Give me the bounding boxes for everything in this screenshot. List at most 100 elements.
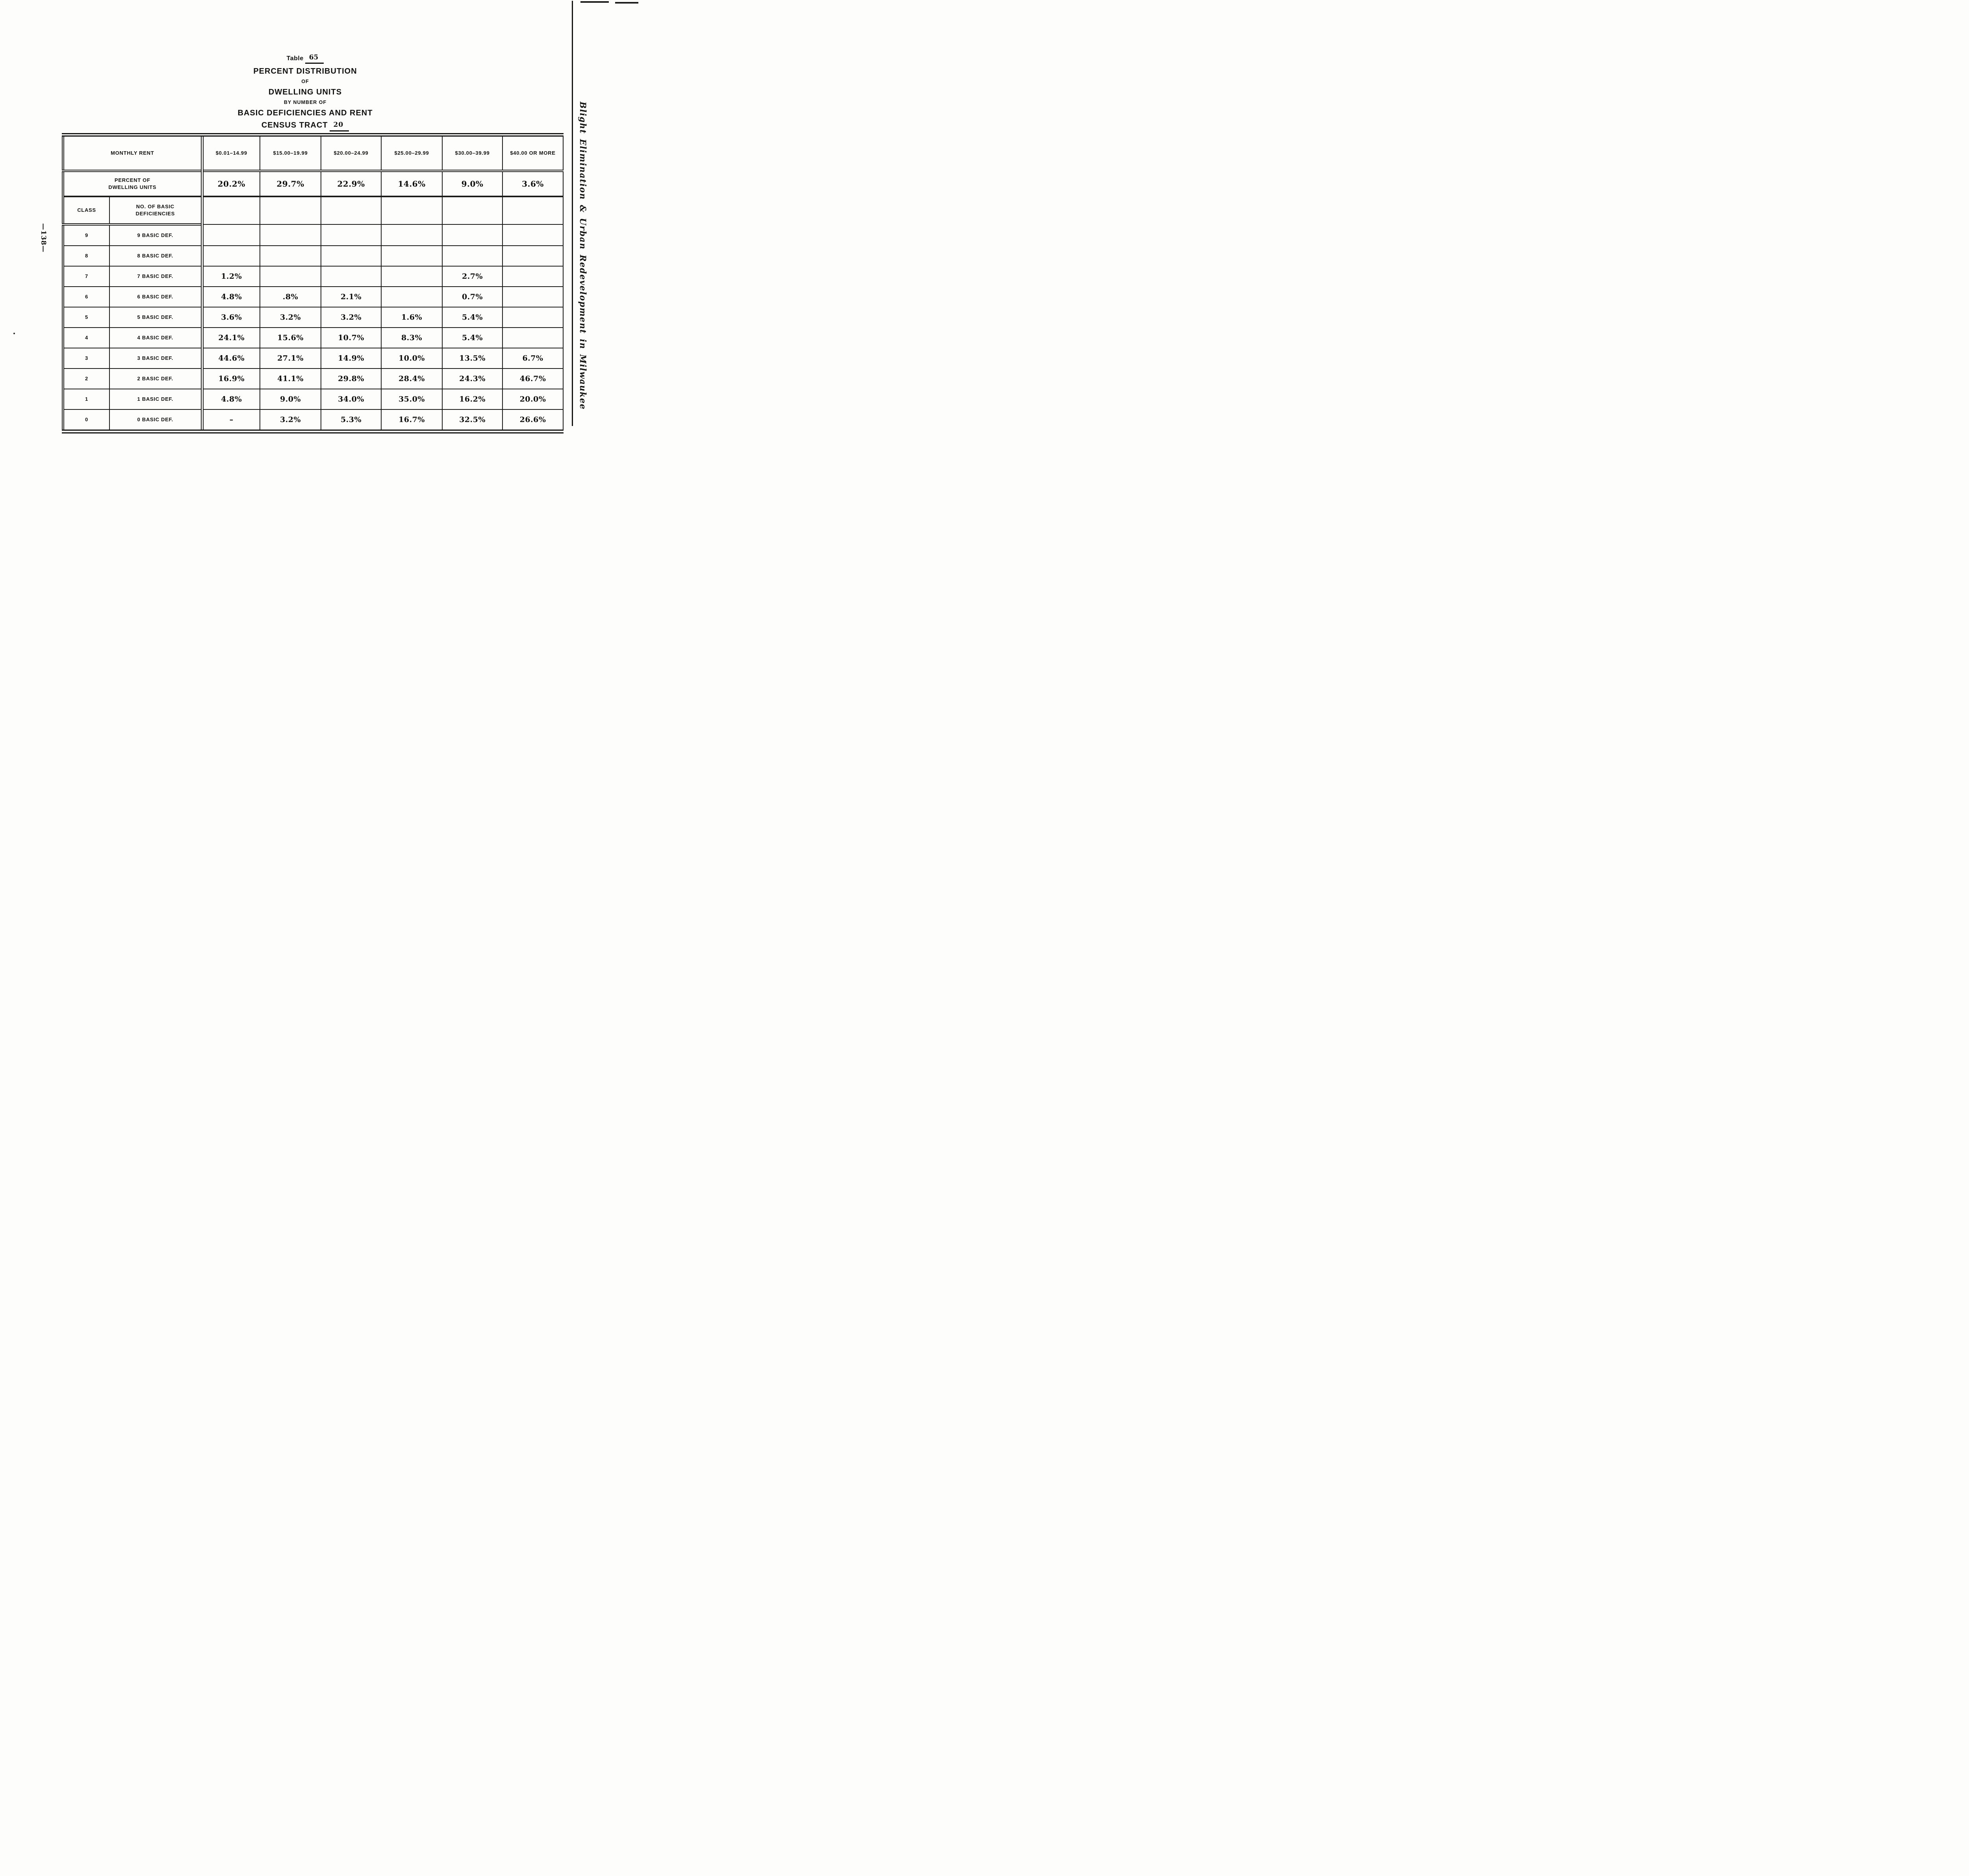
- percent-cell: 10.7%: [321, 328, 381, 348]
- table-row-class-0: 0 0 BASIC DEF. – 3.2% 5.3% 16.7% 32.5% 2…: [63, 409, 563, 431]
- empty-cell: [381, 196, 442, 225]
- class-value: 5: [63, 307, 109, 328]
- percent-cell: [321, 266, 381, 287]
- percent-cell: 9.0%: [260, 389, 321, 410]
- deficiencies-column-header-text: NO. OF BASIC DEFICIENCIES: [135, 203, 175, 217]
- percent-of-units-value: 22.9%: [321, 171, 381, 197]
- table-row-class-5: 5 5 BASIC DEF. 3.6% 3.2% 3.2% 1.6% 5.4%: [63, 307, 563, 328]
- percent-cell: 35.0%: [381, 389, 442, 410]
- empty-cell: [321, 196, 381, 225]
- title-line-census-tract: CENSUS TRACT 20: [63, 120, 547, 131]
- title-line-basic-deficiencies: BASIC DEFICIENCIES AND RENT: [237, 109, 373, 117]
- percent-cell: 0.7%: [442, 287, 502, 307]
- table-row-class-7: 7 7 BASIC DEF. 1.2% 2.7%: [63, 266, 563, 287]
- percent-cell: 5.4%: [442, 328, 502, 348]
- page-number: —138—: [39, 223, 47, 253]
- class-value: 4: [63, 328, 109, 348]
- percent-cell: 14.9%: [321, 348, 381, 369]
- monthly-rent-label: MONTHLY RENT: [63, 135, 202, 172]
- percent-cell: 16.2%: [442, 389, 502, 410]
- monthly-rent-header-row: MONTHLY RENT $0.01–14.99 $15.00–19.99 $2…: [63, 135, 563, 172]
- percent-of-units-value: 29.7%: [260, 171, 321, 197]
- percent-cell: 3.2%: [260, 307, 321, 328]
- ink-speck: [13, 333, 15, 334]
- percent-cell: [321, 246, 381, 267]
- percent-cell: 6.7%: [502, 348, 563, 369]
- data-table-container: MONTHLY RENT $0.01–14.99 $15.00–19.99 $2…: [62, 133, 564, 433]
- class-value: 6: [63, 287, 109, 307]
- sidebar-divider-rule: [572, 1, 573, 426]
- percent-cell: 4.8%: [200, 287, 260, 307]
- percent-cell: [381, 224, 442, 246]
- percent-cell: [442, 224, 502, 246]
- percent-cell: [260, 246, 321, 267]
- table-word: Table: [286, 55, 304, 62]
- deficiency-label: 8 BASIC DEF.: [109, 246, 202, 267]
- rent-column-header: $25.00–29.99: [381, 135, 442, 172]
- empty-cell: [442, 196, 502, 225]
- class-header-row: CLASS NO. OF BASIC DEFICIENCIES: [63, 196, 563, 226]
- rent-column-header: $20.00–24.99: [321, 135, 381, 172]
- rent-column-header: $30.00–39.99: [442, 135, 502, 172]
- table-row-class-1: 1 1 BASIC DEF. 4.8% 9.0% 34.0% 35.0% 16.…: [63, 389, 563, 410]
- percent-cell: 15.6%: [260, 328, 321, 348]
- table-title-block: Table 65 PERCENT DISTRIBUTION OF DWELLING…: [63, 54, 547, 134]
- percent-cell: 24.1%: [200, 328, 260, 348]
- percent-of-units-value: 3.6%: [502, 171, 563, 197]
- deficiency-label: 1 BASIC DEF.: [109, 389, 202, 410]
- percent-cell: [502, 246, 563, 267]
- percent-cell: 41.1%: [260, 369, 321, 389]
- rent-column-header: $0.01–14.99: [200, 135, 260, 172]
- empty-cell: [200, 196, 260, 225]
- table-row-class-4: 4 4 BASIC DEF. 24.1% 15.6% 10.7% 8.3% 5.…: [63, 328, 563, 348]
- percent-cell: 2.1%: [321, 287, 381, 307]
- class-column-header: CLASS: [63, 196, 109, 226]
- table-number-underline: 65: [305, 54, 324, 64]
- class-value: 2: [63, 369, 109, 389]
- table-row-class-8: 8 8 BASIC DEF.: [63, 246, 563, 267]
- percent-cell: 3.6%: [200, 307, 260, 328]
- percent-cell: [260, 224, 321, 246]
- table-row-class-3: 3 3 BASIC DEF. 44.6% 27.1% 14.9% 10.0% 1…: [63, 348, 563, 369]
- deficiency-label: 0 BASIC DEF.: [109, 409, 202, 431]
- deficiency-label: 6 BASIC DEF.: [109, 287, 202, 307]
- rent-column-header: $15.00–19.99: [260, 135, 321, 172]
- deficiency-label: 9 BASIC DEF.: [109, 224, 202, 246]
- empty-cell: [260, 196, 321, 225]
- percent-cell: 8.3%: [381, 328, 442, 348]
- percent-cell: 34.0%: [321, 389, 381, 410]
- percent-cell: [502, 328, 563, 348]
- percent-cell: 1.6%: [381, 307, 442, 328]
- percent-of-units-row: PERCENT OF DWELLING UNITS 20.2% 29.7% 22…: [63, 171, 563, 197]
- percent-cell: 5.3%: [321, 409, 381, 431]
- percent-cell: 27.1%: [260, 348, 321, 369]
- class-value: 3: [63, 348, 109, 369]
- percent-cell: 1.2%: [200, 266, 260, 287]
- percent-of-units-label: PERCENT OF DWELLING UNITS: [63, 171, 202, 197]
- percent-cell: [200, 246, 260, 267]
- percent-cell: [502, 224, 563, 246]
- table-row-class-2: 2 2 BASIC DEF. 16.9% 41.1% 29.8% 28.4% 2…: [63, 369, 563, 389]
- percent-cell: 32.5%: [442, 409, 502, 431]
- class-value: 0: [85, 416, 88, 422]
- class-value: 8: [63, 246, 109, 267]
- percent-cell: [442, 246, 502, 267]
- title-line-percent-distribution: PERCENT DISTRIBUTION: [253, 67, 357, 76]
- title-line-dwelling-units: DWELLING UNITS: [268, 88, 342, 96]
- rent-column-header: $40.00 OR MORE: [502, 135, 563, 172]
- percent-cell: 10.0%: [381, 348, 442, 369]
- empty-cell: [502, 196, 563, 225]
- percent-of-units-value: 9.0%: [442, 171, 502, 197]
- percent-cell: [502, 287, 563, 307]
- deficiency-label: 7 BASIC DEF.: [109, 266, 202, 287]
- percent-cell: 4.8%: [200, 389, 260, 410]
- percent-of-units-label-text: PERCENT OF DWELLING UNITS: [108, 177, 157, 190]
- class-value: 9: [63, 224, 109, 246]
- percent-cell: [502, 266, 563, 287]
- page-edge-mark: [580, 1, 609, 3]
- percent-cell: 46.7%: [502, 369, 563, 389]
- census-tract-underline: 20: [329, 120, 349, 131]
- percent-cell: 20.0%: [502, 389, 563, 410]
- percent-of-units-value: 20.2%: [200, 171, 260, 197]
- deficiency-label: 4 BASIC DEF.: [109, 328, 202, 348]
